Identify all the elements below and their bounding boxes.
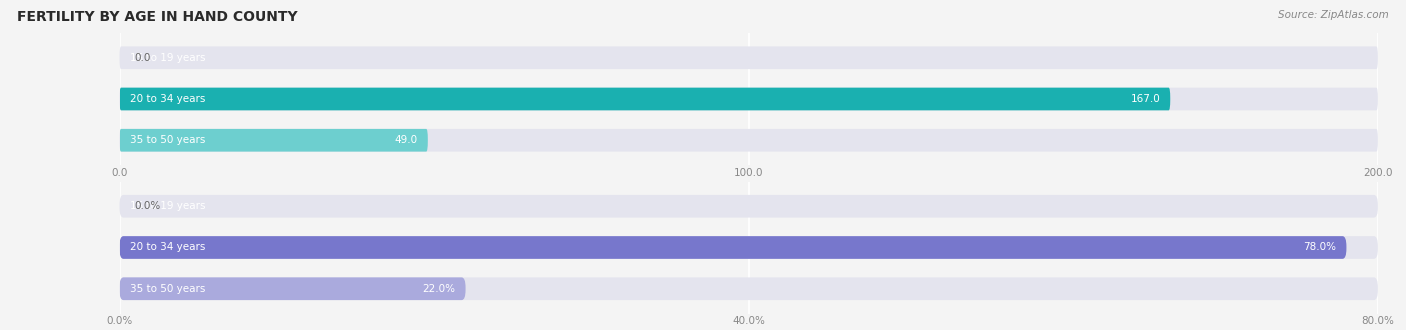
Text: 22.0%: 22.0%	[422, 284, 456, 294]
Text: 49.0: 49.0	[395, 135, 418, 145]
Text: 20 to 34 years: 20 to 34 years	[129, 94, 205, 104]
Text: 35 to 50 years: 35 to 50 years	[129, 135, 205, 145]
Text: Source: ZipAtlas.com: Source: ZipAtlas.com	[1278, 10, 1389, 20]
FancyBboxPatch shape	[120, 88, 1170, 110]
FancyBboxPatch shape	[120, 236, 1347, 259]
FancyBboxPatch shape	[120, 47, 1378, 69]
FancyBboxPatch shape	[120, 129, 427, 151]
Text: 78.0%: 78.0%	[1303, 243, 1336, 252]
Text: 0.0%: 0.0%	[135, 201, 160, 211]
Text: 35 to 50 years: 35 to 50 years	[129, 284, 205, 294]
Text: 0.0: 0.0	[135, 53, 150, 63]
FancyBboxPatch shape	[120, 278, 1378, 300]
Text: FERTILITY BY AGE IN HAND COUNTY: FERTILITY BY AGE IN HAND COUNTY	[17, 10, 298, 24]
FancyBboxPatch shape	[120, 278, 465, 300]
Text: 167.0: 167.0	[1130, 94, 1160, 104]
Text: 20 to 34 years: 20 to 34 years	[129, 243, 205, 252]
FancyBboxPatch shape	[120, 129, 1378, 151]
FancyBboxPatch shape	[120, 88, 1378, 110]
Text: 15 to 19 years: 15 to 19 years	[129, 53, 205, 63]
FancyBboxPatch shape	[120, 195, 1378, 217]
FancyBboxPatch shape	[120, 236, 1378, 259]
Text: 15 to 19 years: 15 to 19 years	[129, 201, 205, 211]
